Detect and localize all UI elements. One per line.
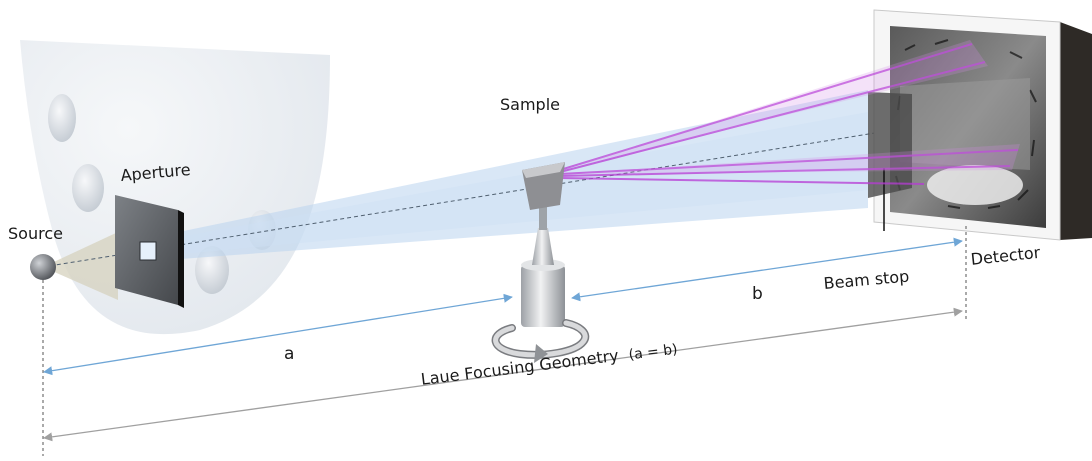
diffracted-rays <box>559 43 1019 185</box>
beam-stop-plate <box>868 92 912 198</box>
x-ray-beam <box>140 90 868 262</box>
sample-mount <box>521 162 565 327</box>
total-distance-line <box>43 307 963 442</box>
aperture-plate <box>115 195 184 308</box>
sample-label: Sample <box>500 95 560 114</box>
source-sphere-icon <box>30 254 56 280</box>
source-label: Source <box>8 224 63 243</box>
distance-a-label: a <box>284 344 295 364</box>
distance-b-line <box>571 237 963 302</box>
source-beam-cone <box>43 232 118 300</box>
housing-port-icon <box>48 94 76 142</box>
distance-b-label: b <box>752 284 763 304</box>
housing-port-icon <box>195 246 229 294</box>
optical-axis <box>42 117 969 268</box>
housing-port-icon <box>72 164 104 212</box>
